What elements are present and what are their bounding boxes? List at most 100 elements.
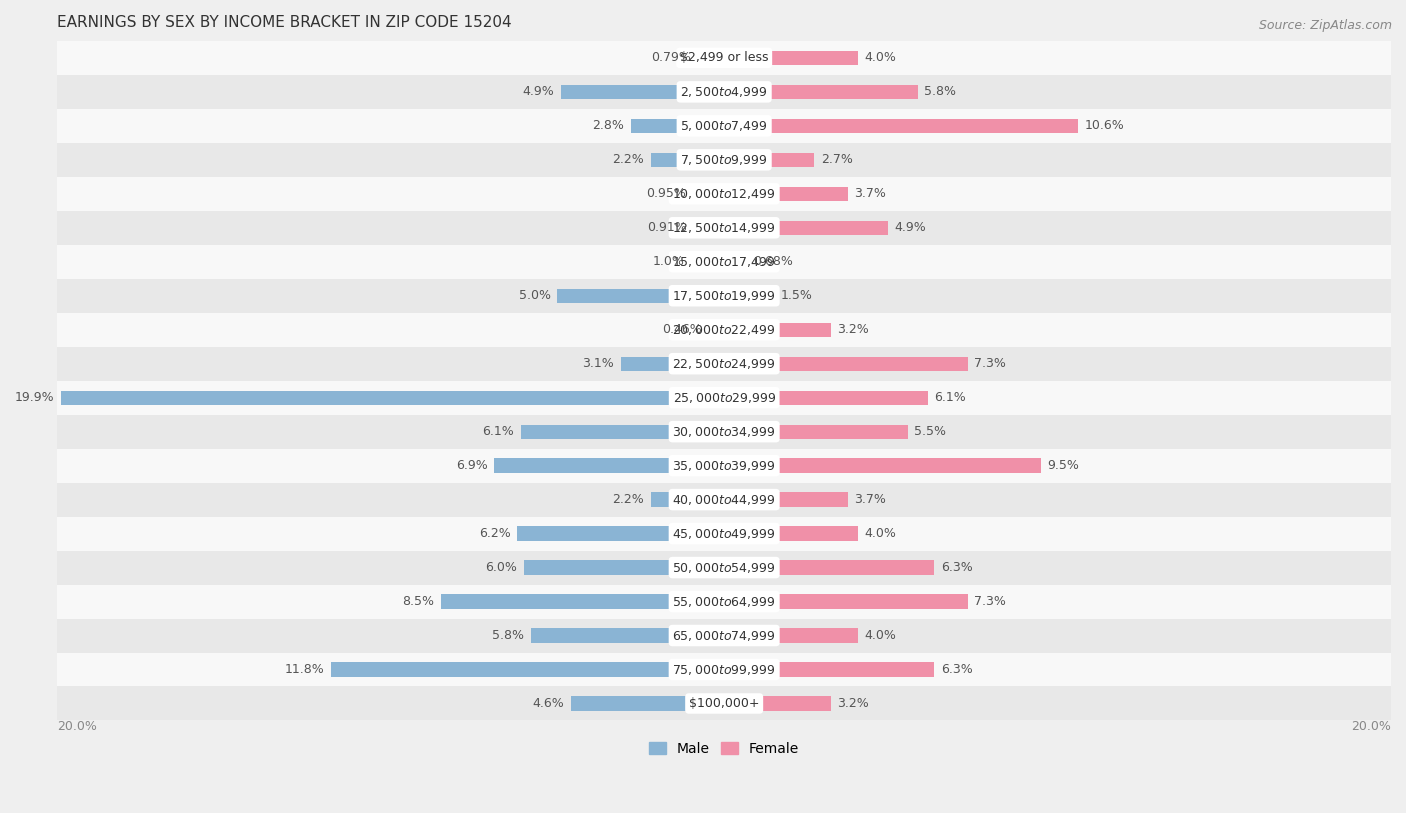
Bar bbox=[651, 153, 724, 167]
Text: 6.3%: 6.3% bbox=[941, 663, 973, 676]
Text: $15,000 to $17,499: $15,000 to $17,499 bbox=[672, 254, 776, 269]
Bar bbox=[724, 119, 1077, 133]
Text: 7.3%: 7.3% bbox=[974, 357, 1007, 370]
Text: 6.0%: 6.0% bbox=[485, 561, 517, 574]
Text: 2.7%: 2.7% bbox=[821, 154, 853, 167]
Text: 3.1%: 3.1% bbox=[582, 357, 614, 370]
Text: 0.91%: 0.91% bbox=[647, 221, 688, 234]
Bar bbox=[58, 449, 1391, 483]
Text: 0.68%: 0.68% bbox=[754, 255, 793, 268]
Bar bbox=[724, 85, 918, 99]
Text: $2,500 to $4,999: $2,500 to $4,999 bbox=[681, 85, 768, 99]
Text: 2.2%: 2.2% bbox=[613, 154, 644, 167]
Bar bbox=[58, 75, 1391, 109]
Bar bbox=[724, 187, 848, 201]
Text: Source: ZipAtlas.com: Source: ZipAtlas.com bbox=[1258, 19, 1392, 32]
Legend: Male, Female: Male, Female bbox=[644, 736, 804, 761]
Text: $40,000 to $44,999: $40,000 to $44,999 bbox=[672, 493, 776, 506]
Text: 0.95%: 0.95% bbox=[645, 187, 686, 200]
Bar bbox=[330, 663, 724, 676]
Bar bbox=[724, 220, 887, 235]
Bar bbox=[724, 424, 907, 439]
Bar bbox=[724, 50, 858, 65]
Text: 1.0%: 1.0% bbox=[652, 255, 685, 268]
Bar bbox=[690, 254, 724, 269]
Bar bbox=[58, 211, 1391, 245]
Bar bbox=[724, 254, 747, 269]
Text: 20.0%: 20.0% bbox=[58, 720, 97, 733]
Bar bbox=[693, 220, 724, 235]
Text: 2.8%: 2.8% bbox=[592, 120, 624, 133]
Bar bbox=[724, 594, 967, 609]
Text: 3.7%: 3.7% bbox=[855, 187, 886, 200]
Text: $17,500 to $19,999: $17,500 to $19,999 bbox=[672, 289, 776, 302]
Text: 0.46%: 0.46% bbox=[662, 324, 702, 337]
Text: 4.9%: 4.9% bbox=[523, 85, 554, 98]
Text: $25,000 to $29,999: $25,000 to $29,999 bbox=[672, 391, 776, 405]
Bar bbox=[58, 483, 1391, 516]
Text: $22,500 to $24,999: $22,500 to $24,999 bbox=[672, 357, 776, 371]
Bar bbox=[724, 493, 848, 506]
Text: 4.0%: 4.0% bbox=[865, 527, 896, 540]
Bar bbox=[58, 109, 1391, 143]
Bar bbox=[724, 323, 831, 337]
Text: 8.5%: 8.5% bbox=[402, 595, 434, 608]
Bar bbox=[724, 560, 934, 575]
Bar bbox=[58, 313, 1391, 346]
Text: 5.8%: 5.8% bbox=[924, 85, 956, 98]
Text: $30,000 to $34,999: $30,000 to $34,999 bbox=[672, 424, 776, 439]
Text: 0.79%: 0.79% bbox=[651, 51, 692, 64]
Bar bbox=[58, 550, 1391, 585]
Bar bbox=[520, 424, 724, 439]
Text: 6.1%: 6.1% bbox=[482, 425, 515, 438]
Text: $75,000 to $99,999: $75,000 to $99,999 bbox=[672, 663, 776, 676]
Bar bbox=[517, 527, 724, 541]
Bar bbox=[631, 119, 724, 133]
Bar bbox=[58, 346, 1391, 380]
Bar bbox=[724, 390, 928, 405]
Bar bbox=[58, 653, 1391, 686]
Bar bbox=[58, 619, 1391, 653]
Bar bbox=[524, 560, 724, 575]
Bar bbox=[58, 585, 1391, 619]
Text: $5,000 to $7,499: $5,000 to $7,499 bbox=[681, 119, 768, 133]
Bar bbox=[58, 245, 1391, 279]
Text: 5.8%: 5.8% bbox=[492, 629, 524, 642]
Bar bbox=[60, 390, 724, 405]
Bar bbox=[58, 143, 1391, 176]
Bar bbox=[58, 380, 1391, 415]
Text: 6.2%: 6.2% bbox=[479, 527, 510, 540]
Bar bbox=[58, 516, 1391, 550]
Text: 3.7%: 3.7% bbox=[855, 493, 886, 506]
Text: $65,000 to $74,999: $65,000 to $74,999 bbox=[672, 628, 776, 642]
Text: $35,000 to $39,999: $35,000 to $39,999 bbox=[672, 459, 776, 472]
Bar bbox=[58, 176, 1391, 211]
Bar bbox=[621, 357, 724, 371]
Text: 3.2%: 3.2% bbox=[838, 697, 869, 710]
Text: 9.5%: 9.5% bbox=[1047, 459, 1080, 472]
Bar bbox=[724, 527, 858, 541]
Text: $45,000 to $49,999: $45,000 to $49,999 bbox=[672, 527, 776, 541]
Bar bbox=[724, 153, 814, 167]
Bar bbox=[440, 594, 724, 609]
Bar bbox=[724, 459, 1040, 473]
Text: EARNINGS BY SEX BY INCOME BRACKET IN ZIP CODE 15204: EARNINGS BY SEX BY INCOME BRACKET IN ZIP… bbox=[58, 15, 512, 30]
Bar bbox=[531, 628, 724, 642]
Text: $50,000 to $54,999: $50,000 to $54,999 bbox=[672, 561, 776, 575]
Text: 4.0%: 4.0% bbox=[865, 51, 896, 64]
Bar bbox=[724, 663, 934, 676]
Text: 7.3%: 7.3% bbox=[974, 595, 1007, 608]
Text: 20.0%: 20.0% bbox=[1351, 720, 1391, 733]
Text: 6.1%: 6.1% bbox=[934, 391, 966, 404]
Text: 10.6%: 10.6% bbox=[1084, 120, 1123, 133]
Text: 5.5%: 5.5% bbox=[914, 425, 946, 438]
Text: $7,500 to $9,999: $7,500 to $9,999 bbox=[681, 153, 768, 167]
Text: 19.9%: 19.9% bbox=[14, 391, 53, 404]
Bar bbox=[724, 697, 831, 711]
Bar bbox=[58, 41, 1391, 75]
Bar bbox=[724, 289, 775, 303]
Bar bbox=[709, 323, 724, 337]
Bar bbox=[58, 279, 1391, 313]
Text: $10,000 to $12,499: $10,000 to $12,499 bbox=[672, 187, 776, 201]
Bar bbox=[494, 459, 724, 473]
